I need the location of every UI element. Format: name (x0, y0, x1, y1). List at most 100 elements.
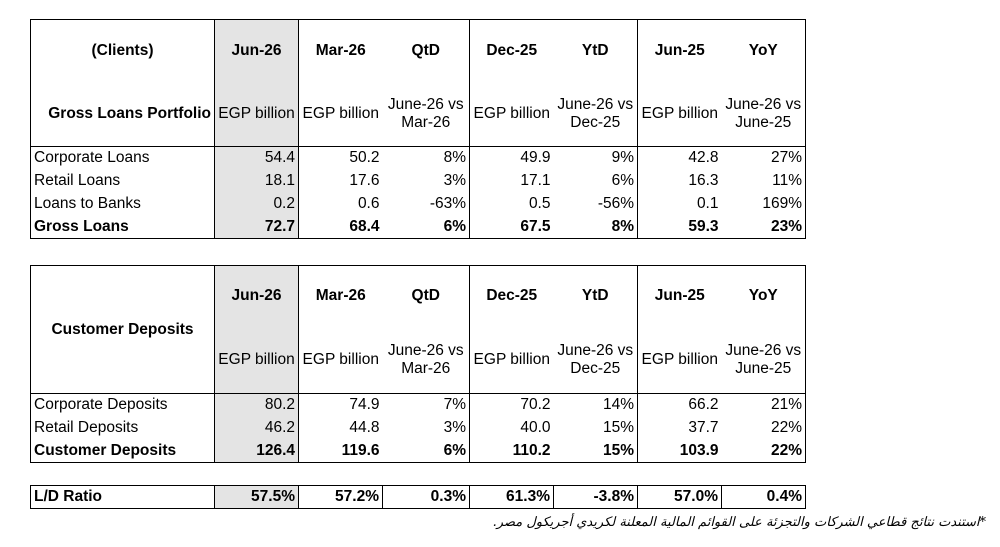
cell: 54.4 (214, 146, 299, 170)
loans-col-jun26: Jun-26 (214, 19, 299, 83)
cell: 50.2 (349, 149, 380, 167)
cell: 49.9 (520, 149, 551, 167)
cell: 6% (382, 215, 470, 239)
deposits-col-ytd: YtD (553, 265, 638, 327)
cell: 70.2 (520, 396, 551, 414)
cell: 6% (553, 169, 638, 193)
deposits-col-mar26: Mar-26 (298, 265, 383, 327)
deposits-col-qtd: QtD (382, 265, 470, 327)
cell: 15% (553, 439, 638, 463)
deposits-header-row: Customer Deposits Jun-26 Mar-26 QtD Dec-… (30, 265, 806, 394)
cell: 46.2 (214, 416, 299, 440)
deposits-col-jun25: Jun-25 (637, 265, 722, 327)
loans-comparison: June-26 vs Dec-25 (553, 82, 638, 147)
deposits-unit: EGP billion (469, 326, 554, 394)
row-label: Corporate Deposits (30, 393, 215, 417)
cell: 17.6 (349, 172, 380, 189)
cell: 59.3 (637, 215, 722, 239)
loans-col-dec25: Dec-25 (469, 19, 554, 83)
cell: 8% (382, 146, 470, 170)
loans-header-row: (Clients) Jun-26 Mar-26 QtD Dec-25 YtD J… (30, 19, 806, 83)
cell: 17.1 (520, 172, 551, 189)
deposits-subheader-row: EGP billion EGP billion June-26 vs Mar-2… (31, 326, 806, 394)
loans-col-jun25: Jun-25 (637, 19, 722, 83)
cell: 18.1 (214, 169, 299, 193)
loans-subheader-row: Gross Loans Portfolio EGP billion EGP bi… (30, 82, 806, 147)
deposits-comparison: June-26 vs Dec-25 (553, 326, 638, 394)
cell: 61.3% (469, 485, 554, 509)
loans-comparison: June-26 vs June-25 (721, 82, 806, 147)
table-row: Corporate Loans 54.4 50.2 8% 49.9 9% 42.… (30, 146, 806, 170)
cell: 169% (721, 192, 806, 216)
deposits-unit: EGP billion (214, 326, 299, 394)
deposits-col-yoy: YoY (721, 265, 806, 327)
loans-unit: EGP billion (214, 82, 299, 147)
loans-unit: EGP billion (298, 82, 383, 147)
cell: 21% (721, 393, 806, 417)
gross-loans-portfolio-label: Gross Loans Portfolio (30, 82, 215, 147)
loans-unit: EGP billion (469, 82, 554, 147)
cell: 23% (721, 215, 806, 239)
loans-clients-label: (Clients) (30, 19, 215, 83)
cell: 7% (382, 393, 470, 417)
cell: 37.7 (688, 419, 719, 436)
cell: 22% (721, 439, 806, 463)
row-label: Gross Loans (30, 215, 215, 239)
row-label: Loans to Banks (30, 192, 215, 216)
loans-col-mar26: Mar-26 (298, 19, 383, 83)
cell: 74.9 (349, 396, 380, 414)
customer-deposits-label: Customer Deposits (30, 265, 215, 394)
cell: 8% (553, 215, 638, 239)
deposits-comparison: June-26 vs Mar-26 (382, 326, 470, 394)
cell: 119.6 (298, 439, 383, 463)
row-label: Customer Deposits (30, 439, 215, 463)
cell: 126.4 (214, 439, 299, 463)
deposits-col-jun26: Jun-26 (214, 265, 299, 327)
cell: 57.0% (637, 485, 722, 509)
cell: 68.4 (298, 215, 383, 239)
cell: 0.4% (721, 485, 806, 509)
cell: 44.8 (349, 419, 380, 436)
cell: -3.8% (553, 485, 638, 509)
deposits-comparison: June-26 vs June-25 (721, 326, 806, 394)
cell: 15% (553, 416, 638, 440)
cell: 6% (382, 439, 470, 463)
cell: 67.5 (469, 215, 554, 239)
table-row: Retail Loans 18.1 17.6 3% 17.1 6% 16.3 1… (30, 169, 806, 193)
loans-unit: EGP billion (637, 82, 722, 147)
cell: 57.2% (298, 485, 383, 509)
cell: 3% (382, 416, 470, 440)
cell: 16.3 (688, 172, 719, 189)
ld-ratio-row: L/D Ratio 57.5% 57.2% 0.3% 61.3% -3.8% 5… (30, 485, 806, 509)
cell: 0.5 (528, 195, 551, 212)
loans-col-qtd: QtD (382, 19, 470, 83)
cell: 0.3% (382, 485, 470, 509)
row-label: Retail Loans (30, 169, 215, 193)
cell: 14% (553, 393, 638, 417)
table-row: Retail Deposits 46.2 44.8 3% 40.0 15% 37… (30, 416, 806, 440)
footnote: *استندت نتائج قطاعي الشركات والتجزئة على… (492, 515, 986, 530)
cell: 103.9 (637, 439, 722, 463)
cell: 80.2 (214, 393, 299, 417)
table-row: Corporate Deposits 80.2 74.9 7% 70.2 14%… (30, 393, 806, 417)
table-row: Loans to Banks 0.2 0.6 -63% 0.5 -56% 0.1… (30, 192, 806, 216)
cell: 11% (721, 169, 806, 193)
customer-deposits-table: Customer Deposits Jun-26 Mar-26 QtD Dec-… (30, 265, 806, 463)
deposits-col-dec25: Dec-25 (469, 265, 554, 327)
total-row: Customer Deposits 126.4 119.6 6% 110.2 1… (30, 439, 806, 463)
cell: 66.2 (688, 396, 719, 414)
cell: 3% (382, 169, 470, 193)
cell: 110.2 (469, 439, 554, 463)
cell: 22% (721, 416, 806, 440)
cell: 0.6 (357, 195, 380, 212)
gross-loans-table: (Clients) Jun-26 Mar-26 QtD Dec-25 YtD J… (30, 19, 806, 239)
row-label: Retail Deposits (30, 416, 215, 440)
cell: 72.7 (214, 215, 299, 239)
ld-ratio-table: L/D Ratio 57.5% 57.2% 0.3% 61.3% -3.8% 5… (30, 485, 806, 509)
cell: 27% (721, 146, 806, 170)
row-label: Corporate Loans (30, 146, 215, 170)
deposits-unit: EGP billion (637, 326, 722, 394)
cell: 0.1 (696, 195, 719, 212)
loans-comparison: June-26 vs Mar-26 (382, 82, 470, 147)
cell: 57.5% (214, 485, 299, 509)
